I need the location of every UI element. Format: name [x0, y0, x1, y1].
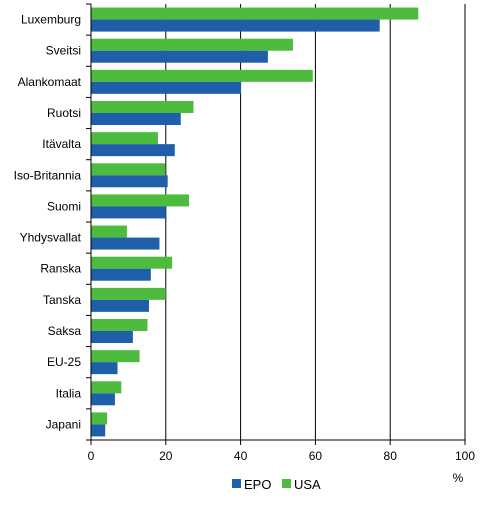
grid-lines: [165, 4, 466, 440]
category-label: Italia: [56, 386, 82, 400]
bar-epo: [91, 206, 166, 219]
bar-usa: [91, 381, 122, 394]
bar-usa: [91, 225, 127, 238]
bar-usa: [91, 101, 194, 113]
bar-usa: [91, 194, 189, 207]
legend-label-epo: EPO: [244, 477, 271, 492]
legend-label-usa: USA: [294, 477, 321, 492]
category-label: Tanska: [43, 293, 81, 307]
bar-epo: [91, 362, 118, 375]
bar-usa: [91, 412, 108, 425]
x-tick-label: 100: [455, 449, 475, 463]
category-label: Alankomaat: [18, 75, 82, 89]
bar-epo: [91, 237, 160, 250]
category-label: Suomi: [47, 199, 81, 213]
legend-swatch-usa: [282, 479, 291, 488]
bar-usa: [91, 38, 293, 51]
bar-epo: [91, 81, 241, 94]
bar-usa: [91, 132, 158, 145]
category-label: Iso-Britannia: [14, 168, 82, 182]
bar-epo: [91, 331, 133, 343]
bar-epo: [91, 144, 175, 157]
bars: [90, 4, 465, 441]
category-labels: Luxemburg Sveitsi Alankomaat Ruotsi Itävalta…: [14, 3, 91, 441]
category-label: Japani: [46, 417, 81, 431]
bar-usa: [91, 319, 148, 331]
category-label: Ruotsi: [47, 106, 81, 120]
bar-epo: [91, 393, 115, 406]
bar-usa: [91, 350, 140, 363]
category-label: Itävalta: [42, 137, 81, 151]
x-tick-label: 80: [384, 449, 398, 463]
x-tick-label: 40: [234, 449, 248, 463]
bar-usa: [91, 163, 166, 176]
x-tick-label: 60: [309, 449, 323, 463]
category-label: Luxemburg: [21, 13, 81, 27]
legend-swatch-epo: [232, 479, 241, 488]
x-axis-unit: %: [453, 471, 464, 485]
bar-epo: [91, 424, 106, 437]
bar-epo: [91, 268, 151, 281]
x-axis: 0 20 40 60 80 100: [88, 440, 475, 463]
bar-usa: [91, 7, 419, 20]
category-label: Saksa: [48, 324, 82, 338]
legend: EPO USA: [232, 477, 321, 492]
bar-epo: [91, 113, 181, 125]
bar-usa: [91, 287, 166, 300]
category-label: Sveitsi: [46, 44, 81, 58]
bar-epo: [91, 175, 168, 188]
x-tick-label: 20: [159, 449, 173, 463]
bar-epo: [91, 50, 268, 63]
bar-epo: [91, 19, 380, 32]
bar-usa: [91, 256, 173, 269]
category-label: Yhdysvallat: [20, 231, 82, 245]
category-label: Ranska: [40, 262, 81, 276]
bar-epo: [91, 299, 149, 312]
x-tick-label: 0: [88, 449, 95, 463]
category-label: EU-25: [47, 355, 81, 369]
bar-usa: [91, 69, 313, 82]
